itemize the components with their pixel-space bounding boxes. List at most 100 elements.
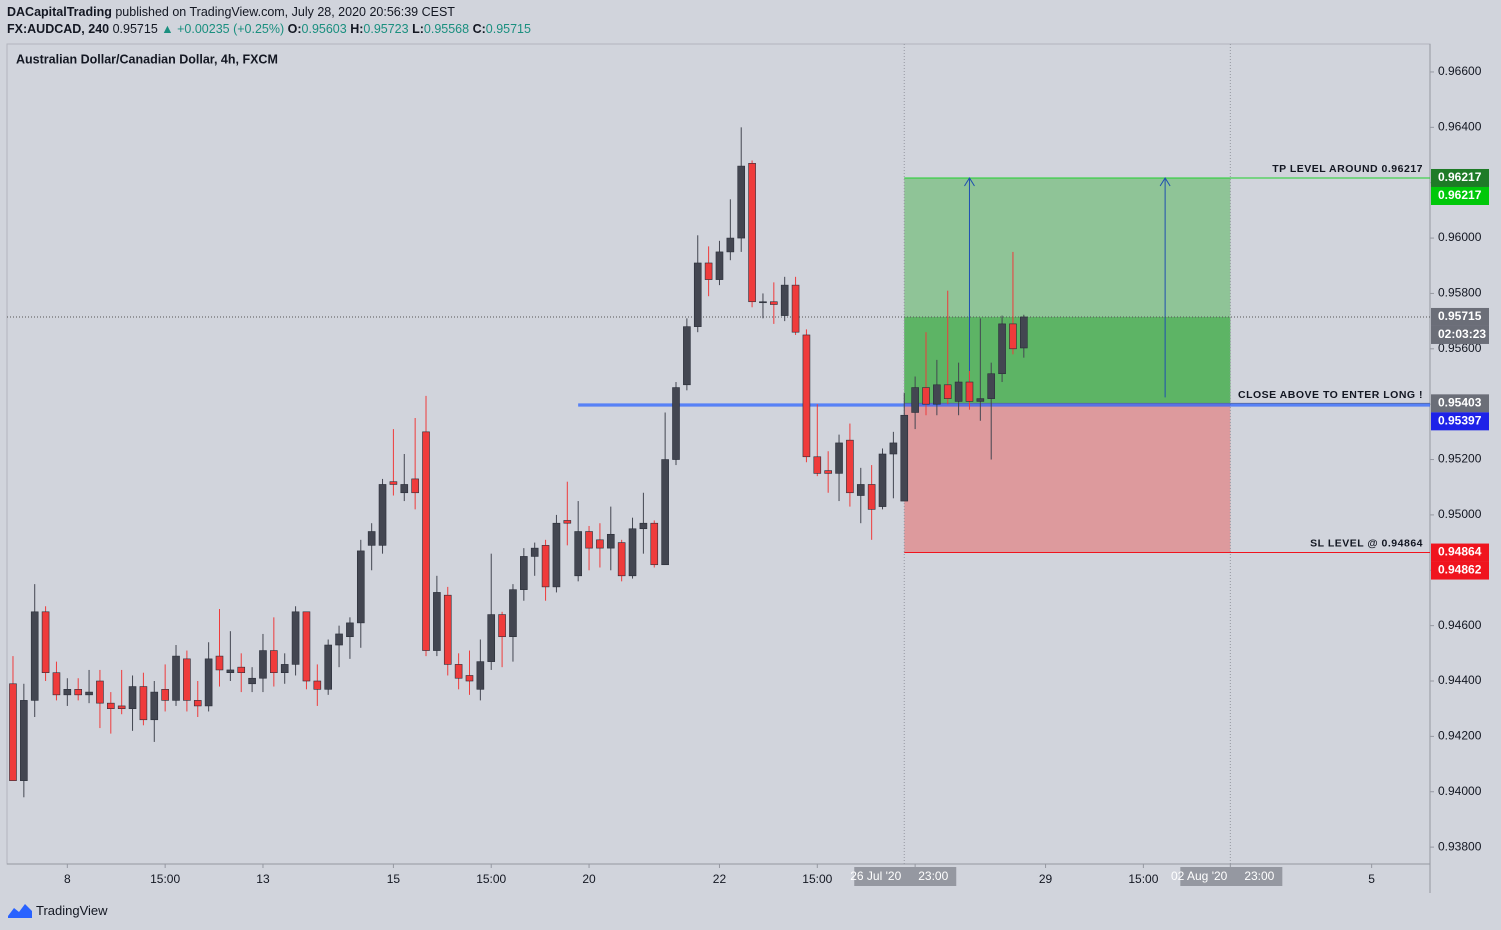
- range-date: 26 Jul '20: [850, 869, 901, 883]
- y-tick-label: 0.94000: [1438, 784, 1482, 798]
- arrow: ▲: [161, 22, 174, 36]
- x-tick-label: 15:00: [150, 872, 180, 886]
- footer: TradingView: [8, 902, 108, 918]
- x-tick-label: 5: [1368, 872, 1375, 886]
- price-label: 0.96217: [1438, 170, 1482, 184]
- low: 0.95568: [423, 22, 470, 36]
- candle-body: [900, 414, 909, 502]
- candle-body: [498, 614, 506, 638]
- candle-body: [226, 669, 235, 674]
- candle-body: [835, 442, 843, 474]
- candle-body: [63, 689, 72, 696]
- candle-body: [661, 459, 669, 566]
- candle-body: [943, 384, 952, 399]
- x-tick-label: 20: [582, 872, 596, 886]
- header-line-2: FX:AUDCAD, 240 0.95715 ▲ +0.00235 (+0.25…: [7, 21, 531, 38]
- candle-body: [346, 622, 354, 638]
- candle-body: [215, 655, 224, 671]
- price-label-bg: [1431, 325, 1489, 344]
- brand: TradingView: [36, 902, 108, 918]
- x-tick-label: 15: [387, 872, 401, 886]
- price-label-bg: [1431, 543, 1489, 562]
- price-label: 02:03:23: [1438, 327, 1486, 341]
- candle-body: [291, 611, 300, 665]
- y-tick-label: 0.95200: [1438, 452, 1482, 466]
- candle-body: [759, 301, 767, 304]
- header-line-1: DACapitalTrading published on TradingVie…: [7, 4, 531, 21]
- published: published on TradingView.com, July 28, 2…: [115, 5, 455, 19]
- arrow-head: [1159, 177, 1171, 187]
- candle-body: [378, 484, 387, 546]
- candle-body: [509, 589, 517, 638]
- candle-body: [193, 700, 202, 707]
- candle-body: [628, 528, 637, 577]
- y-tick-label: 0.95600: [1438, 341, 1482, 355]
- range-time: 23:00: [918, 869, 948, 883]
- arrow-head: [964, 177, 975, 187]
- candle-body: [976, 398, 985, 402]
- candle-body: [335, 633, 343, 646]
- x-tick-label: 22: [713, 872, 727, 886]
- entry-text: CLOSE ABOVE TO ENTER LONG !: [1238, 389, 1423, 401]
- candle-body: [411, 478, 419, 494]
- x-tick-label: 15:00: [802, 872, 832, 886]
- chart: Australian Dollar/Canadian Dollar, 4h, F…: [6, 43, 1489, 893]
- candle-body: [1009, 323, 1017, 350]
- range-time: 23:00: [1244, 869, 1274, 883]
- candle-body: [1020, 316, 1028, 349]
- candle-body: [117, 705, 126, 709]
- candle-body: [248, 677, 256, 685]
- candle-body: [237, 666, 246, 674]
- price-label: 0.94862: [1438, 563, 1482, 577]
- candle-body: [922, 387, 930, 405]
- candle-body: [998, 323, 1006, 375]
- y-tick-label: 0.94400: [1438, 673, 1482, 687]
- candle-body: [726, 237, 735, 253]
- h-label: H:: [350, 22, 364, 36]
- y-tick-label: 0.96000: [1438, 230, 1482, 244]
- candle-body: [367, 531, 376, 546]
- candle-body: [41, 611, 50, 674]
- candle-body: [520, 556, 528, 590]
- candle-body: [161, 689, 169, 701]
- candle-body: [683, 326, 691, 386]
- candle-body: [30, 611, 39, 701]
- price-label-bg: [1431, 561, 1489, 580]
- stop-text: SL LEVEL @ 0.94864: [1310, 537, 1423, 549]
- candle-body: [389, 481, 398, 485]
- candle-body: [617, 542, 626, 577]
- candle-body: [552, 522, 561, 588]
- symbol: FX:AUDCAD, 240: [7, 22, 110, 36]
- candle-body: [85, 691, 93, 696]
- candle-body: [737, 165, 746, 239]
- price-label-bg: [1431, 168, 1489, 187]
- y-tick-label: 0.95800: [1438, 286, 1482, 300]
- candle-body: [400, 484, 409, 494]
- candle-body: [107, 702, 115, 709]
- candle-body: [280, 664, 289, 674]
- candle-body: [574, 531, 582, 577]
- candle-body: [422, 431, 430, 651]
- candle-body: [563, 520, 572, 524]
- candle-body: [172, 655, 180, 701]
- candle-body: [650, 522, 659, 566]
- candle-body: [846, 439, 854, 494]
- candle-body: [139, 686, 148, 721]
- candle-body: [791, 284, 800, 333]
- price-label-bg: [1431, 394, 1489, 413]
- candle-body: [52, 672, 61, 696]
- candle-body: [9, 683, 17, 781]
- y-tick-label: 0.93800: [1438, 839, 1482, 853]
- change: +0.00235 (+0.25%): [177, 22, 285, 36]
- y-tick-label: 0.95000: [1438, 507, 1482, 521]
- candle-body: [704, 262, 713, 280]
- c-label: C:: [472, 22, 486, 36]
- candle-body: [596, 539, 604, 549]
- target-text: TP LEVEL AROUND 0.96217: [1272, 163, 1423, 175]
- candle-body: [878, 453, 887, 507]
- price-label-bg: [1431, 186, 1489, 205]
- candle-body: [356, 550, 365, 624]
- candle-body: [824, 470, 832, 474]
- candle-body: [715, 251, 724, 280]
- candle-body: [74, 689, 82, 696]
